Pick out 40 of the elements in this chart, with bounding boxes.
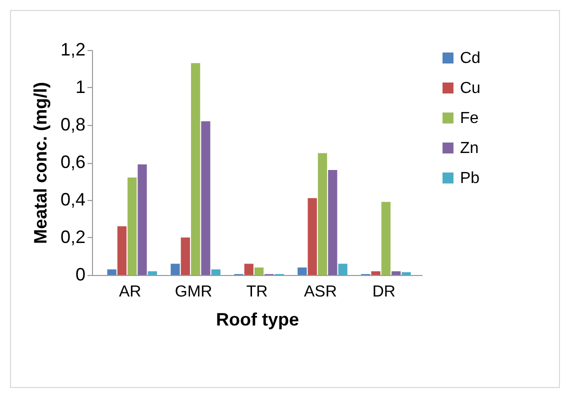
bar (392, 271, 401, 275)
bar (180, 238, 190, 275)
y-tick-label: 0,4 (60, 190, 86, 210)
bar (318, 153, 328, 275)
legend-label: Pb (460, 170, 480, 187)
x-tick-label: AR (118, 284, 142, 300)
bar (402, 272, 411, 275)
legend-label: Cd (460, 50, 480, 67)
x-tick-label: ASR (304, 284, 337, 300)
x-tick-label: TR (246, 284, 268, 300)
bar (201, 121, 210, 275)
bar (148, 271, 157, 275)
y-axis-title: Meatal conc. (mg/l) (30, 82, 50, 244)
y-tick-label: 0 (75, 264, 86, 284)
bar (128, 178, 137, 275)
x-tick-label: DR (372, 284, 396, 300)
bar (381, 202, 391, 275)
bar (308, 198, 317, 275)
bar (107, 269, 116, 275)
legend-label: Zn (460, 140, 479, 157)
y-tick-label: 1 (75, 77, 86, 97)
bar (371, 271, 380, 275)
y-tick-label: 0,8 (60, 114, 86, 134)
y-tick-label: 0,6 (60, 152, 86, 172)
bar (191, 63, 200, 275)
bar (138, 164, 147, 275)
bar (211, 269, 220, 275)
y-tick-label: 0,2 (60, 227, 86, 247)
x-axis-title: Roof type (216, 310, 299, 330)
bar (254, 268, 264, 275)
bar (170, 264, 180, 275)
bar (338, 264, 348, 275)
bar (298, 268, 307, 275)
legend-label: Cu (460, 80, 480, 97)
bar (328, 170, 338, 275)
bar (117, 226, 127, 275)
y-tick-label: 1,2 (60, 40, 86, 60)
legend-label: Fe (460, 110, 479, 127)
bar (244, 264, 254, 275)
x-tick-label: GMR (174, 284, 212, 300)
